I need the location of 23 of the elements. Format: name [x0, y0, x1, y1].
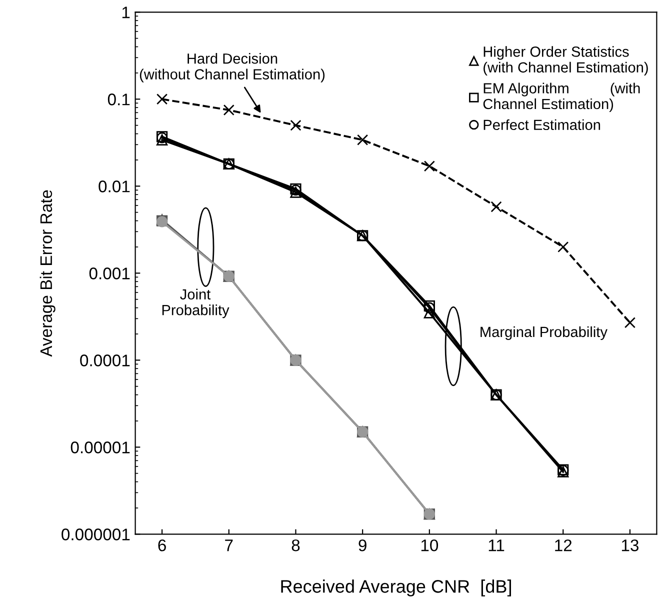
- x-tick-label: 8: [292, 539, 300, 552]
- y-tick-label: 0.1: [108, 94, 130, 106]
- legend-label: Perfect Estimation: [484, 119, 600, 130]
- y-tick-label: 1: [122, 6, 130, 18]
- x-tick-label: 11: [488, 540, 504, 552]
- y-tick-label: 0.001: [89, 268, 130, 280]
- y-tick-label: 0.00001: [70, 442, 130, 454]
- x-tick-label: 12: [555, 539, 572, 552]
- annotation: Marginal Probability: [480, 326, 608, 340]
- y-tick-label: 0.000001: [62, 528, 130, 540]
- annotation: Hard Decision (without Channel Estimation): [140, 53, 325, 82]
- y-axis-title: Average Bit Error Rate: [40, 190, 56, 357]
- x-tick-label: 7: [225, 540, 233, 552]
- y-tick-label: 0.0001: [80, 354, 130, 366]
- y-tick-label: 0.01: [98, 180, 130, 192]
- x-tick-label: 6: [158, 539, 166, 552]
- legend-label: Higher Order Statistics (with Channel Estimation): [484, 46, 648, 76]
- x-tick-label: 13: [622, 539, 638, 552]
- x-axis-title: Received Average CNR [dB]: [281, 580, 511, 596]
- annotation: Joint Probability: [162, 288, 230, 318]
- legend-label: EM Algorithm (with Channel Estimation): [483, 82, 640, 112]
- x-tick-label: 9: [358, 539, 366, 552]
- x-tick-label: 10: [421, 539, 438, 552]
